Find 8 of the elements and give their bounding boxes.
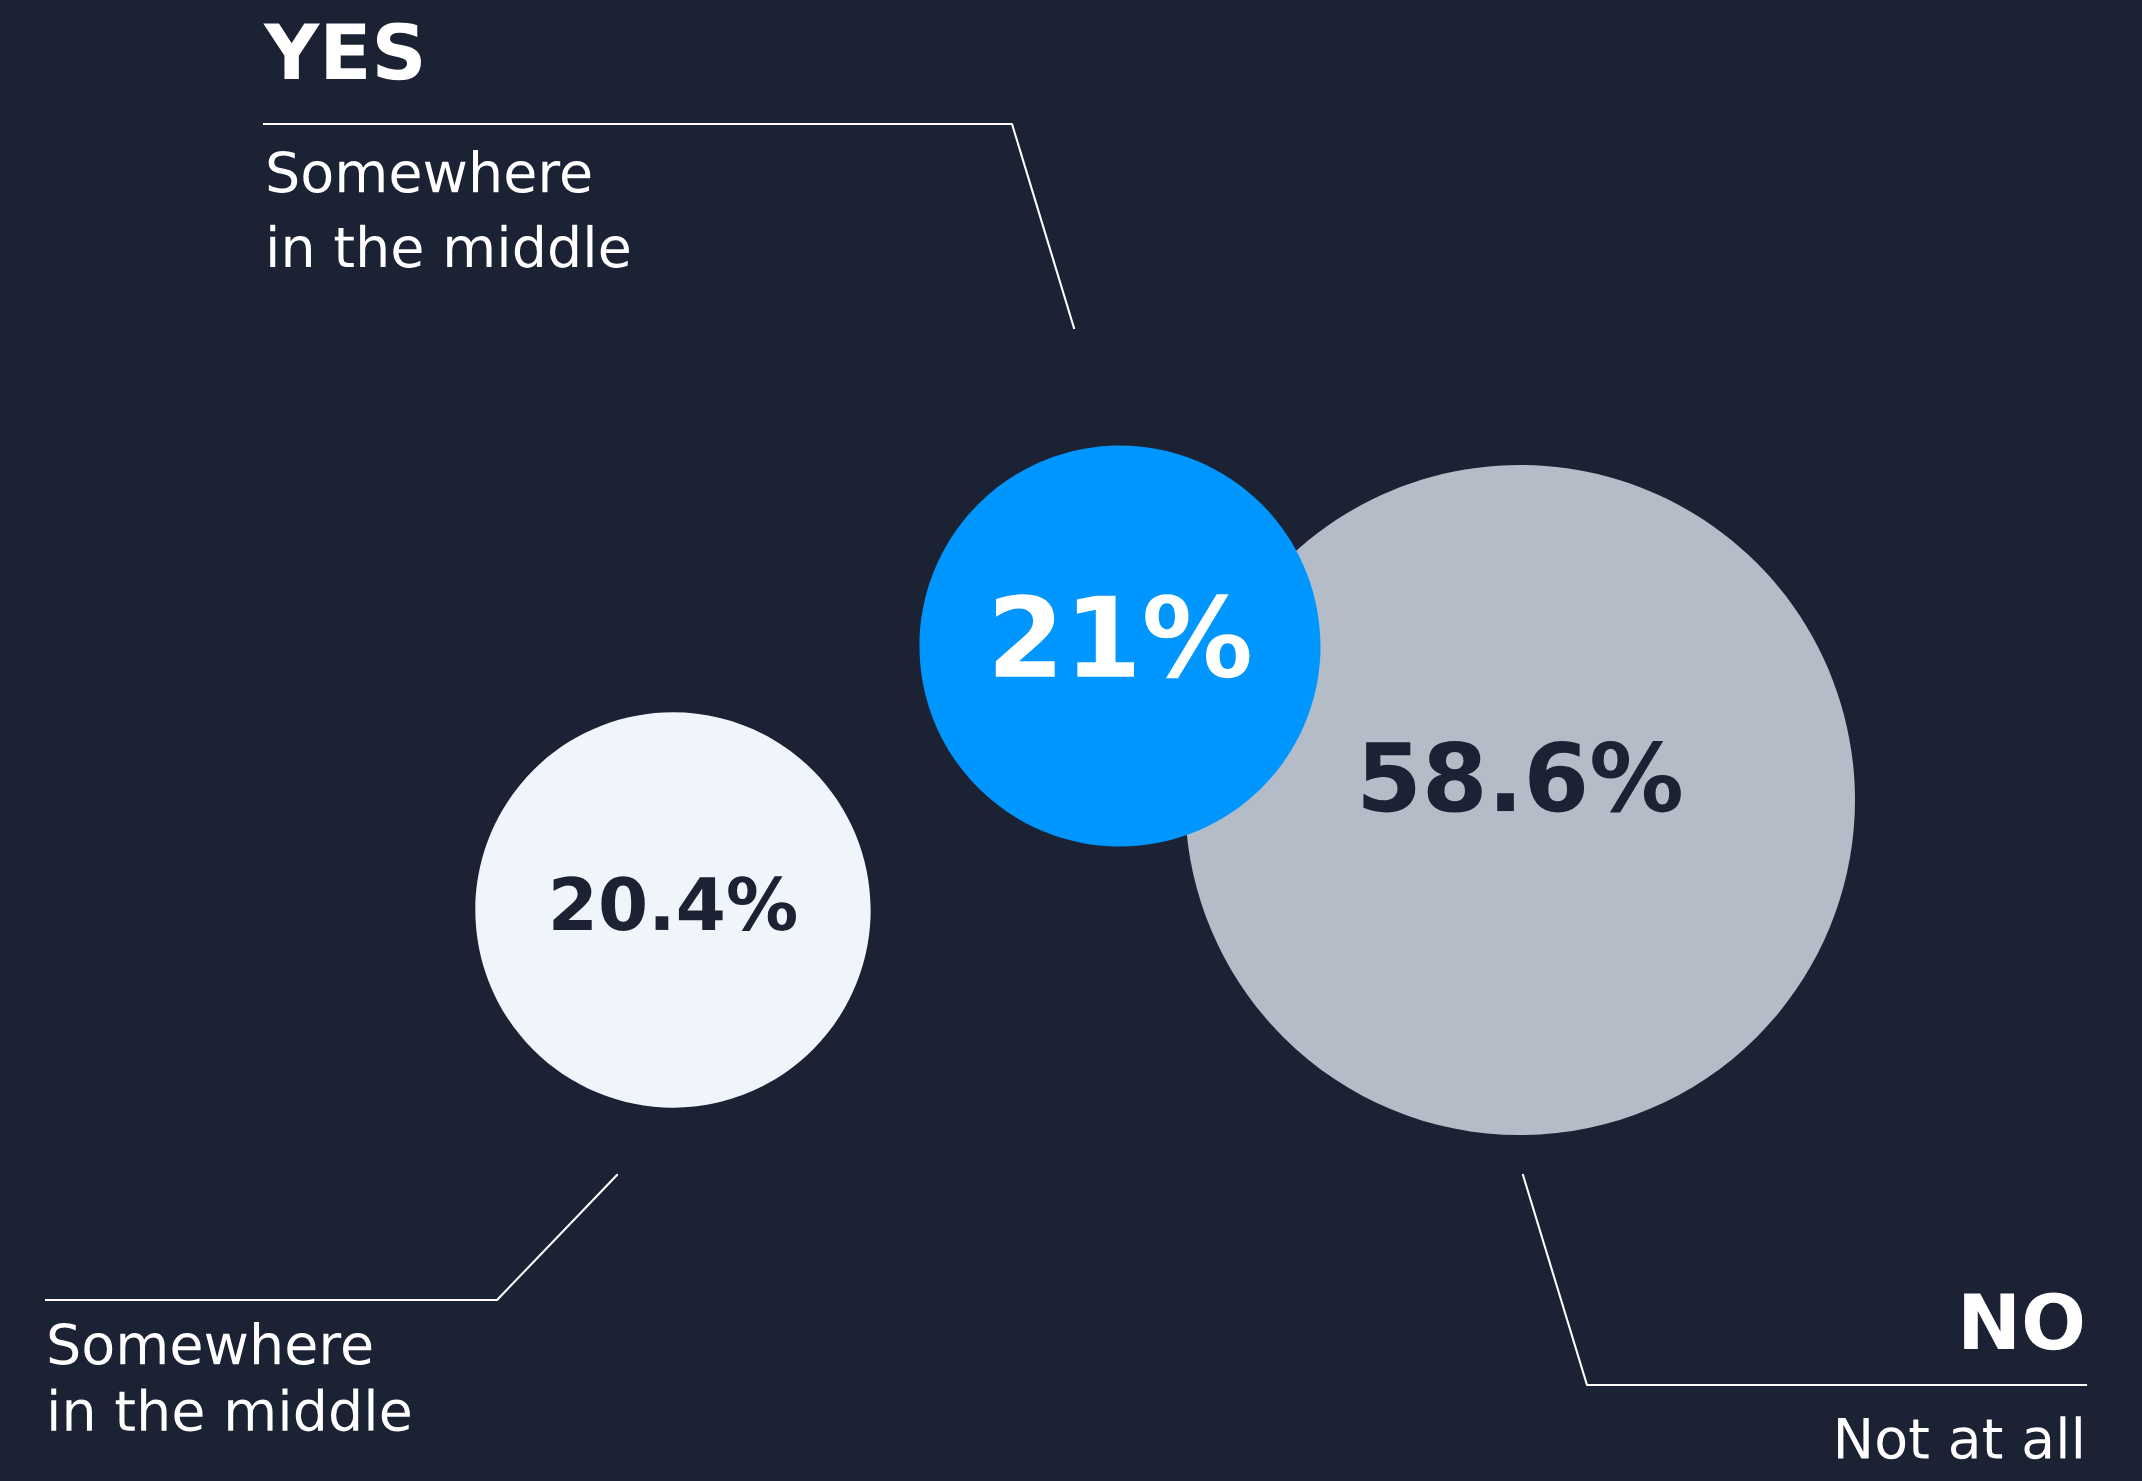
category-label: Somewhere in the middle [49,1322,410,1432]
data-label: 58.6% [1363,740,1681,813]
data-label: 21% [995,594,1250,679]
category-label: Somewhere in the middle [268,150,629,268]
data-label: 20.4% [553,876,796,931]
text: NO [1964,1292,2083,1351]
category-label: Not at all [1838,1416,2081,1460]
text: YES [263,22,421,81]
